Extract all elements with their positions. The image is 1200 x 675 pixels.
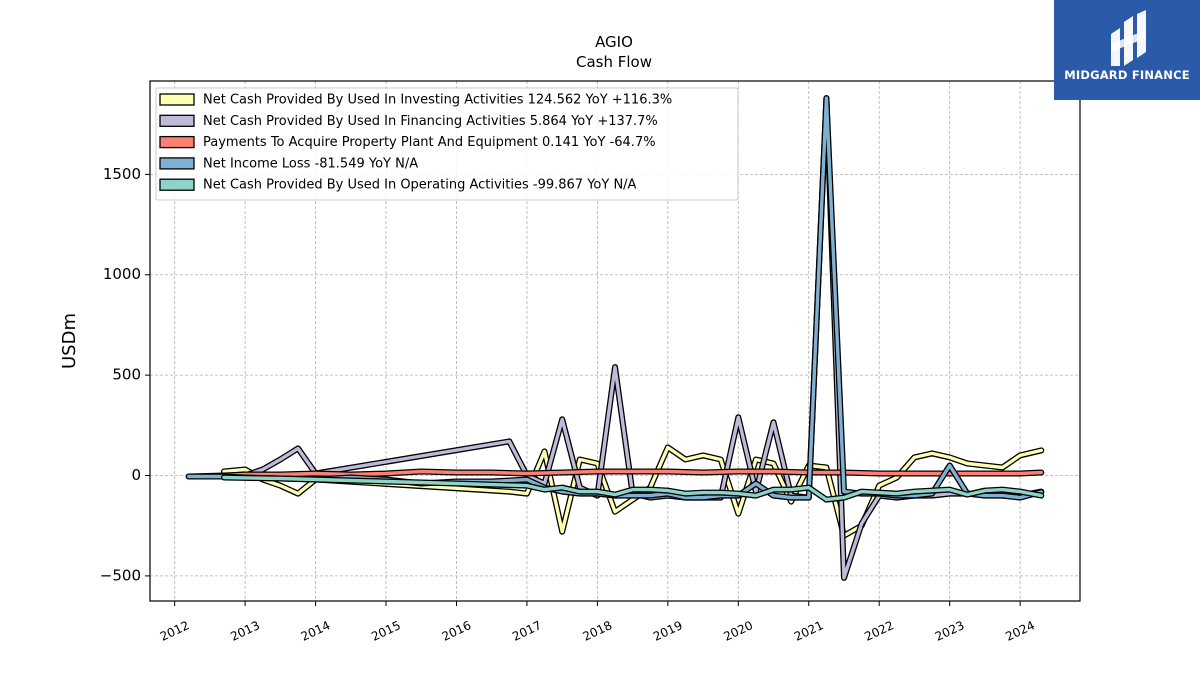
series-line-stroke <box>222 445 1044 538</box>
series-line-3 <box>185 468 1045 480</box>
legend: Net Cash Provided By Used In Investing A… <box>155 87 739 201</box>
x-tick-label: 2015 <box>369 618 403 644</box>
series-line-5 <box>221 474 1045 503</box>
x-tick-label: 2014 <box>299 618 333 644</box>
x-tick-label: 2022 <box>862 618 896 644</box>
legend-swatch <box>159 114 195 127</box>
y-axis-label: USDm <box>59 313 80 369</box>
brand-logo: MIDGARD FINANCE <box>1054 0 1200 100</box>
legend-swatch <box>159 157 195 170</box>
x-tick-label: 2024 <box>1003 618 1037 644</box>
y-tick-label: −500 <box>100 566 141 584</box>
brand-name: MIDGARD FINANCE <box>1064 68 1190 82</box>
legend-swatch <box>159 93 195 106</box>
series-line-stroke <box>186 469 1044 479</box>
plot-frame <box>149 80 1081 602</box>
x-tick-label: 2013 <box>228 618 262 644</box>
legend-entry: Net Income Loss -81.549 YoY N/A <box>203 156 418 171</box>
y-tick-label: 0 <box>131 466 141 484</box>
legend-entry: Payments To Acquire Property Plant And E… <box>203 135 656 150</box>
x-tick-label: 2019 <box>651 618 685 644</box>
x-tick-label: 2020 <box>721 618 755 644</box>
y-tick-label: 1500 <box>103 165 141 183</box>
chart-subtitle: Cash Flow <box>576 53 652 71</box>
legend-swatch <box>159 178 195 191</box>
legend-entry: Net Cash Provided By Used In Operating A… <box>203 178 637 193</box>
x-tick-label: 2017 <box>510 618 544 644</box>
x-axis: 2012 2013 2014 2015 2016 2017 2018 2019 2020 2021… <box>158 601 1037 644</box>
series-line-stroke <box>222 475 1044 502</box>
x-tick-label: 2021 <box>792 618 826 644</box>
x-tick-label: 2012 <box>158 618 192 644</box>
logo-mark-icon <box>1111 10 1146 66</box>
x-tick-label: 2018 <box>581 618 615 644</box>
y-axis: −500 0 500 1000 1500 <box>100 165 150 584</box>
legend-box <box>155 87 739 201</box>
legend-entry: Net Cash Provided By Used In Financing A… <box>203 114 658 129</box>
legend-entry: Net Cash Provided By Used In Investing A… <box>203 93 672 108</box>
chart-title: AGIO <box>595 33 633 51</box>
y-tick-label: 1000 <box>103 265 141 283</box>
series-layer <box>185 95 1045 581</box>
legend-swatch <box>159 135 195 149</box>
series-line-1 <box>221 444 1045 539</box>
y-tick-label: 500 <box>112 366 141 384</box>
x-tick-label: 2016 <box>440 618 474 644</box>
x-tick-label: 2023 <box>933 618 967 644</box>
